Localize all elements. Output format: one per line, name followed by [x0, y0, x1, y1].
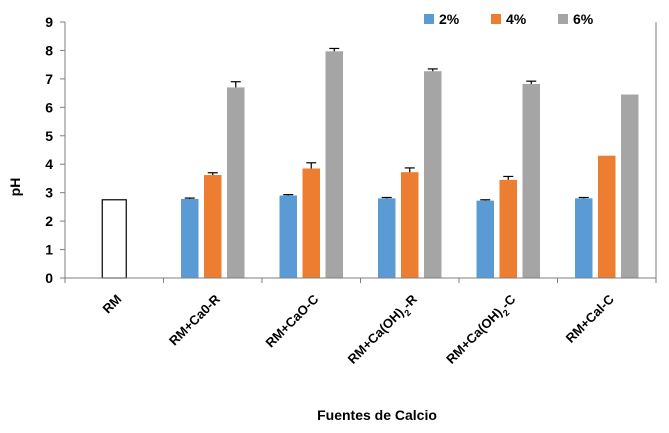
legend-swatch — [491, 14, 501, 24]
bar-2pct — [575, 198, 593, 278]
y-tick-label: 4 — [45, 156, 53, 172]
y-tick-label: 0 — [45, 270, 53, 286]
bars-layer — [101, 47, 639, 279]
bar-4pct — [204, 175, 222, 278]
y-tick-label: 6 — [45, 99, 53, 115]
y-tick-label: 5 — [45, 128, 53, 144]
x-category-label: RM+Cal-C — [563, 291, 618, 346]
legend-label: 4% — [506, 11, 527, 27]
x-category-label: RM+Ca0-R — [166, 291, 223, 348]
y-axis-title: pH — [7, 178, 23, 197]
legend-label: 6% — [573, 11, 594, 27]
bar-4pct — [302, 168, 320, 278]
legend: 2% 4% 6% — [424, 11, 594, 27]
legend-swatch — [558, 14, 568, 24]
bar-4pct — [499, 179, 517, 278]
bar-6pct — [522, 84, 540, 279]
x-axis-title: Fuentes de Calcio — [317, 407, 437, 423]
bar-6pct — [227, 87, 245, 278]
legend-swatch — [424, 14, 434, 24]
bar-control-rm — [101, 199, 127, 279]
x-category-label: RM+Ca(OH)2-C — [443, 291, 521, 369]
bar-4pct — [401, 172, 419, 278]
x-category-label: RM+Ca(OH)2-R — [345, 291, 423, 369]
y-tick-label: 7 — [45, 71, 53, 87]
x-category-label: RM+CaO-C — [262, 291, 321, 350]
bar-2pct — [476, 200, 494, 278]
x-category-label: RM — [99, 292, 124, 317]
axes-layer — [60, 21, 657, 283]
bar-6pct — [325, 51, 343, 279]
bar-2pct — [181, 198, 199, 278]
bar-6pct — [621, 94, 639, 279]
bar-6pct — [424, 71, 442, 278]
bar-2pct — [378, 198, 396, 278]
y-tick-label: 1 — [45, 242, 53, 258]
bar-4pct — [598, 155, 616, 278]
y-tick-label: 8 — [45, 42, 53, 58]
y-tick-label: 9 — [45, 14, 53, 30]
y-tick-label: 3 — [45, 185, 53, 201]
y-tick-label: 2 — [45, 213, 53, 229]
bar-2pct — [279, 195, 297, 278]
legend-label: 2% — [439, 11, 460, 27]
